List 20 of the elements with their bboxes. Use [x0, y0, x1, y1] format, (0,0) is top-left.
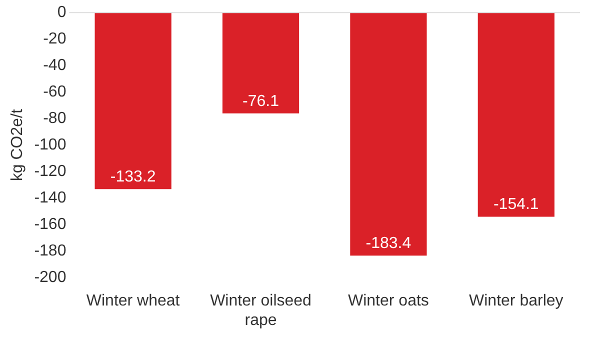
- y-tick-label: -160: [34, 216, 66, 234]
- y-tick-label: -20: [43, 30, 66, 48]
- data-label: -183.4: [366, 235, 412, 252]
- x-tick-label: Winter barley: [469, 292, 564, 310]
- data-label: -76.1: [242, 92, 280, 110]
- y-tick-label: 0: [57, 4, 66, 22]
- y-tick-label: -80: [43, 110, 66, 128]
- y-tick-label: -100: [34, 136, 66, 154]
- y-tick-label: -40: [43, 57, 66, 74]
- y-tick-label: -200: [34, 269, 66, 286]
- x-tick-label: Winter oats: [348, 292, 429, 310]
- y-tick-label: -180: [34, 242, 66, 260]
- data-label: -133.2: [110, 168, 156, 186]
- data-label: -154.1: [493, 196, 539, 214]
- y-tick-label: -120: [34, 163, 66, 180]
- y-tick-label: -140: [34, 190, 66, 207]
- y-axis-title: kg CO2e/t: [9, 108, 26, 182]
- x-tick-label: Winter wheat: [86, 292, 180, 310]
- x-tick-label: Winter oilseed rape: [210, 292, 312, 329]
- y-tick-label: -60: [43, 84, 66, 101]
